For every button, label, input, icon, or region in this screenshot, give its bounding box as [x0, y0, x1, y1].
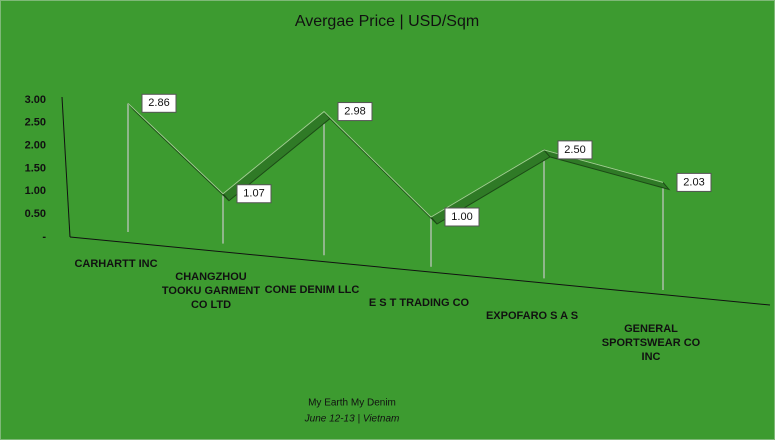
y-tick-label: 1.50 [25, 162, 46, 174]
y-tick-label: 3.00 [25, 94, 46, 106]
value-label-box [444, 207, 480, 227]
value-label-box [676, 172, 712, 192]
value-label: 2.86 [148, 97, 169, 109]
value-label-box [337, 102, 373, 122]
footer-line: June 12-13 | Vietnam [304, 414, 400, 425]
x-axis [69, 236, 771, 306]
value-label: 1.07 [243, 188, 264, 200]
y-axis [61, 96, 71, 238]
x-tick-label: GENERAL SPORTSWEAR CO INC [601, 323, 701, 363]
value-label: 2.98 [344, 105, 365, 117]
y-tick-label: 0.50 [25, 208, 46, 220]
value-label: 2.03 [683, 176, 704, 188]
value-label-box [141, 93, 177, 113]
x-tick-label: E S T TRADING CO [368, 297, 470, 309]
value-label-box [557, 140, 593, 160]
y-tick-label: - [42, 231, 46, 243]
y-tick-label: 2.00 [25, 140, 46, 152]
y-tick-label: 1.00 [25, 185, 46, 197]
value-label: 1.00 [451, 211, 472, 223]
chart-title: Avergae Price | USD/Sqm [295, 13, 479, 30]
line [127, 102, 664, 218]
x-tick-label: CHANGZHOU TOOKU GARMENT CO LTD [161, 271, 261, 311]
footer-line: My Earth My Denim [308, 398, 396, 409]
y-tick-label: 2.50 [25, 117, 46, 129]
value-label-box [236, 184, 272, 204]
x-tick-label: EXPOFARO S A S [485, 310, 579, 322]
value-label: 2.50 [564, 144, 585, 156]
x-tick-label: CARHARTT INC [74, 258, 158, 270]
x-tick-label: CONE DENIM LLC [264, 284, 360, 296]
